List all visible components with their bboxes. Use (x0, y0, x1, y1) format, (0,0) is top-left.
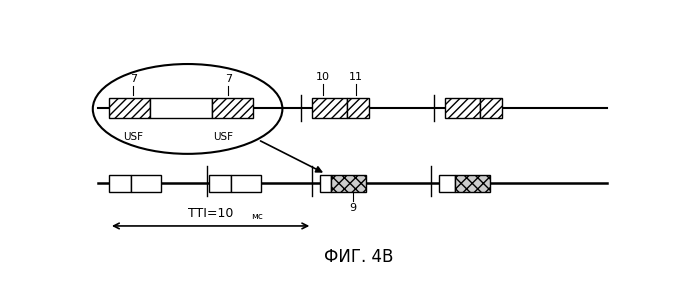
Bar (320, 175, 331, 192)
Bar (231, 175, 261, 192)
Bar (109, 98, 150, 118)
Bar (212, 98, 252, 118)
Text: 11: 11 (349, 72, 363, 82)
Bar (480, 98, 502, 118)
Bar (150, 98, 212, 118)
Bar (440, 175, 454, 192)
Bar (445, 98, 480, 118)
Bar (454, 175, 490, 192)
Bar (131, 175, 161, 192)
Text: 10: 10 (316, 72, 330, 82)
Text: USF: USF (124, 132, 143, 142)
Text: TTI=10: TTI=10 (188, 207, 233, 220)
Text: мс: мс (252, 212, 264, 221)
Bar (347, 98, 369, 118)
Bar (331, 175, 366, 192)
Text: 7: 7 (224, 74, 232, 84)
Text: USF: USF (212, 132, 233, 142)
Bar (109, 175, 131, 192)
Text: 7: 7 (130, 74, 137, 84)
Text: 9: 9 (350, 204, 356, 213)
Text: ФИГ. 4В: ФИГ. 4В (324, 248, 393, 266)
Bar (312, 98, 347, 118)
Bar (209, 175, 231, 192)
